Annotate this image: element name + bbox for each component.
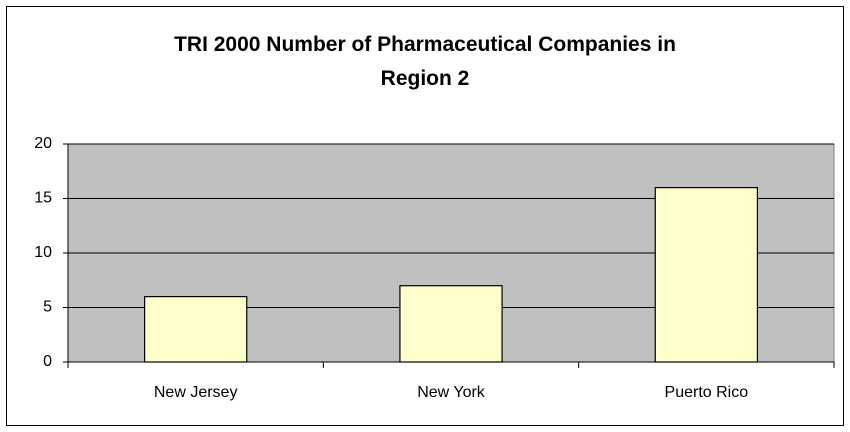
bar — [399, 285, 503, 363]
y-tick-label: 15 — [34, 190, 52, 207]
x-tick-label: New York — [417, 384, 486, 401]
bar — [654, 187, 758, 363]
bar — [144, 296, 248, 363]
y-tick-label: 5 — [43, 299, 52, 316]
y-tick-label: 20 — [34, 135, 52, 152]
chart-title: TRI 2000 Number of Pharmaceutical Compan… — [174, 33, 676, 90]
y-tick-label: 10 — [34, 244, 52, 261]
y-tick-label: 0 — [43, 353, 52, 370]
x-tick-label: Puerto Rico — [665, 384, 749, 401]
x-tick-label: New Jersey — [154, 384, 238, 401]
